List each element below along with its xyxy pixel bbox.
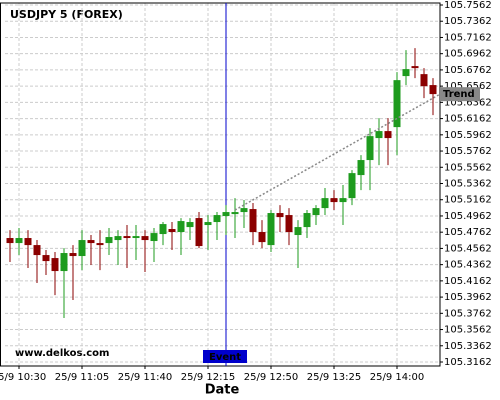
y-tick-label: 105.7362 xyxy=(444,16,492,27)
candle-body xyxy=(420,74,428,87)
y-tick-label: 105.3362 xyxy=(444,341,492,352)
candle-body xyxy=(150,233,158,242)
x-axis-label: Date xyxy=(205,383,240,398)
y-tick-label: 105.5962 xyxy=(444,130,492,141)
candle-body xyxy=(339,198,347,203)
candle-body xyxy=(366,136,374,161)
candle-body xyxy=(348,173,356,199)
trend-label-box xyxy=(440,87,480,102)
candle-body xyxy=(123,236,131,239)
candle-body xyxy=(195,218,203,247)
candle-body xyxy=(276,213,284,218)
candle-body xyxy=(96,243,104,246)
candle-body xyxy=(357,160,365,176)
candle-body xyxy=(60,253,68,272)
candle-body xyxy=(15,238,23,244)
trend-line xyxy=(234,93,441,211)
x-tick-label: 25/9 13:25 xyxy=(307,372,361,383)
watermark: www.delkos.com xyxy=(15,348,109,359)
candle-body xyxy=(69,253,77,257)
x-tick-label: 25/9 10:30 xyxy=(0,372,46,383)
candle-body xyxy=(330,198,338,203)
x-tick-label: 25/9 14:00 xyxy=(370,372,424,383)
candle-body xyxy=(429,85,437,95)
candle-body xyxy=(402,69,410,77)
y-tick-label: 105.6162 xyxy=(444,114,492,125)
y-tick-label: 105.3162 xyxy=(444,357,492,368)
event-label-box xyxy=(203,350,247,363)
x-tick-label: 25/9 12:15 xyxy=(181,372,235,383)
candle-body xyxy=(51,258,59,272)
y-tick-label: 105.7562 xyxy=(444,0,492,11)
y-tick-label: 105.5562 xyxy=(444,162,492,173)
y-tick-label: 105.6562 xyxy=(444,81,492,92)
candle-body xyxy=(24,238,32,246)
candle-body xyxy=(159,224,167,235)
candle-body xyxy=(294,227,302,236)
candle-body xyxy=(87,240,95,244)
candle-body xyxy=(375,131,383,139)
candle-body xyxy=(204,222,212,226)
x-tick-label: 25/9 11:05 xyxy=(55,372,109,383)
candle-body xyxy=(78,240,86,257)
y-tick-label: 105.4562 xyxy=(444,243,492,254)
candle-body xyxy=(321,198,329,209)
candle-body xyxy=(240,208,248,213)
candle-body xyxy=(186,222,194,228)
candle-body xyxy=(33,245,41,256)
candle-body xyxy=(114,236,122,241)
plot-frame xyxy=(0,2,441,367)
x-tick-label: 25/9 11:40 xyxy=(118,372,172,383)
y-tick-label: 105.6962 xyxy=(444,49,492,60)
candle-body xyxy=(168,229,176,233)
y-tick-label: 105.4162 xyxy=(444,276,492,287)
candle-body xyxy=(231,212,239,215)
candle-body xyxy=(222,212,230,217)
candle-body xyxy=(411,66,419,69)
y-tick-label: 105.6762 xyxy=(444,65,492,76)
chart-title: USDJPY 5 (FOREX) xyxy=(10,8,123,21)
candle-body xyxy=(384,131,392,139)
y-tick-label: 105.3762 xyxy=(444,308,492,319)
candle-body xyxy=(6,238,14,244)
candle-body xyxy=(249,209,257,233)
candle-body xyxy=(393,80,401,128)
candle-body xyxy=(141,236,149,241)
y-tick-label: 105.4362 xyxy=(444,260,492,271)
candle-body xyxy=(105,237,113,244)
y-tick-label: 105.4962 xyxy=(444,211,492,222)
candle-body xyxy=(42,255,50,262)
candle-body xyxy=(258,232,266,243)
x-tick-label: 25/9 12:50 xyxy=(244,372,298,383)
y-tick-label: 105.5162 xyxy=(444,195,492,206)
candle-body xyxy=(285,215,293,233)
y-tick-label: 105.3562 xyxy=(444,325,492,336)
y-tick-label: 105.4762 xyxy=(444,227,492,238)
candle-body xyxy=(267,213,275,246)
y-tick-label: 105.3962 xyxy=(444,292,492,303)
candle-body xyxy=(177,221,185,233)
candle-body xyxy=(303,213,311,228)
y-tick-label: 105.6362 xyxy=(444,97,492,108)
event-label: Event xyxy=(209,352,241,363)
trend-label: Trend xyxy=(443,89,475,100)
candle-body xyxy=(312,208,320,216)
y-tick-label: 105.5762 xyxy=(444,146,492,157)
y-tick-label: 105.5362 xyxy=(444,179,492,190)
candle-body xyxy=(213,215,221,223)
y-tick-label: 105.7162 xyxy=(444,32,492,43)
candle-body xyxy=(132,236,140,239)
